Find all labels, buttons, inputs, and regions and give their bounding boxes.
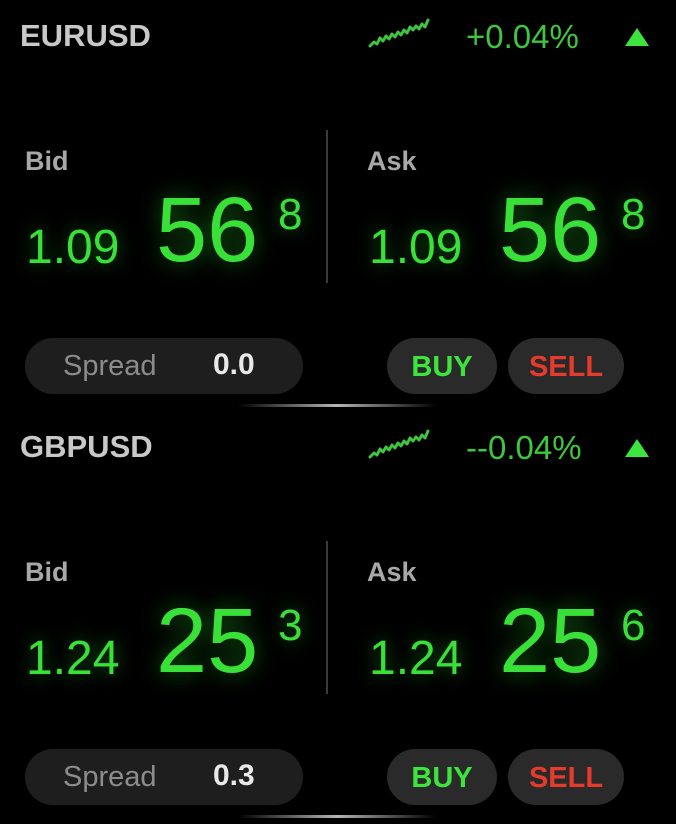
instrument-symbol: EURUSD — [20, 18, 151, 53]
spread-value: 0.3 — [213, 759, 255, 792]
price-divider — [326, 130, 328, 283]
ask-price-base: 1.09 — [369, 221, 463, 274]
sparkline-icon — [368, 18, 430, 48]
sell-button[interactable]: SELL — [508, 749, 624, 805]
spread-value: 0.0 — [213, 348, 255, 381]
ask-label: Ask — [367, 146, 417, 176]
sell-button[interactable]: SELL — [508, 338, 624, 394]
spread-indicator: Spread 0.0 — [25, 338, 303, 394]
arrow-up-icon — [625, 28, 649, 46]
bid-label: Bid — [25, 557, 69, 587]
card-separator — [238, 404, 436, 407]
card-separator — [238, 815, 436, 818]
ask-price-pips: 25 — [499, 590, 602, 692]
bid-price-base: 1.09 — [26, 221, 120, 274]
bid-price-pipette: 8 — [278, 190, 303, 239]
spread-indicator: Spread 0.3 — [25, 749, 303, 805]
spread-label: Spread — [63, 761, 157, 793]
sparkline-icon — [368, 429, 430, 459]
change-percent: --0.04% — [466, 429, 582, 466]
buy-button[interactable]: BUY — [387, 338, 497, 394]
bid-price-pips: 56 — [156, 179, 259, 281]
price-divider — [326, 541, 328, 694]
bid-label: Bid — [25, 146, 69, 176]
instrument-symbol: GBPUSD — [20, 429, 153, 464]
instrument-card-gbpusd[interactable]: GBPUSD --0.04% Bid 1.24 25 3 Ask 1.24 25… — [0, 411, 676, 822]
change-percent: +0.04% — [466, 18, 579, 55]
ask-price-base: 1.24 — [369, 632, 463, 685]
spread-label: Spread — [63, 350, 157, 382]
ask-label: Ask — [367, 557, 417, 587]
bid-price-pips: 25 — [156, 590, 259, 692]
arrow-up-icon — [625, 439, 649, 457]
instrument-card-eurusd[interactable]: EURUSD +0.04% Bid 1.09 56 8 Ask 1.09 56 … — [0, 0, 676, 411]
ask-price-pipette: 6 — [621, 601, 646, 650]
bid-price-base: 1.24 — [26, 632, 120, 685]
buy-button[interactable]: BUY — [387, 749, 497, 805]
ask-price-pipette: 8 — [621, 190, 646, 239]
ask-price-pips: 56 — [499, 179, 602, 281]
bid-price-pipette: 3 — [278, 601, 303, 650]
